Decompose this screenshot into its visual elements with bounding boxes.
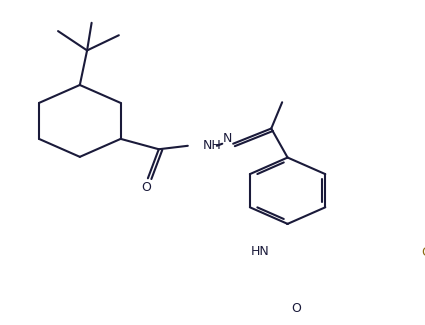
Text: O: O [141, 181, 151, 194]
Text: HN: HN [251, 245, 269, 258]
Text: N: N [223, 132, 232, 145]
Text: NH: NH [202, 139, 221, 152]
Text: O: O [421, 246, 425, 259]
Text: O: O [292, 302, 302, 315]
